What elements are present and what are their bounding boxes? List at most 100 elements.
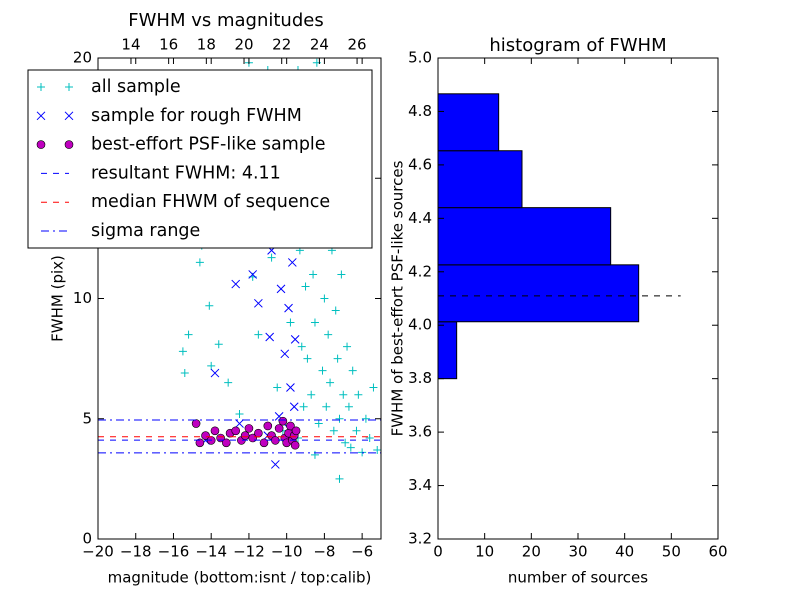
bar bbox=[438, 93, 500, 152]
point bbox=[235, 409, 244, 418]
x-tick-label: 10 bbox=[475, 543, 494, 561]
y-tick-label: 3.8 bbox=[408, 369, 432, 387]
point bbox=[343, 342, 352, 351]
point bbox=[191, 419, 201, 428]
x-tick-label: −8 bbox=[313, 543, 335, 561]
legend-box bbox=[27, 69, 373, 249]
y-tick-label: 5.0 bbox=[408, 49, 432, 67]
point bbox=[310, 318, 319, 327]
point bbox=[235, 419, 244, 428]
point bbox=[320, 294, 329, 303]
point bbox=[307, 390, 316, 399]
x-tick-label: 50 bbox=[662, 543, 681, 561]
point bbox=[221, 438, 231, 448]
point bbox=[263, 421, 273, 431]
x2-tick-label: 24 bbox=[310, 36, 329, 54]
y-tick-label: 3.6 bbox=[408, 423, 432, 441]
legend-label: median FHWM of sequence bbox=[91, 192, 330, 212]
x-tick-label: 20 bbox=[522, 543, 541, 561]
y-tick-label: 4.6 bbox=[408, 155, 432, 173]
point bbox=[195, 438, 205, 448]
point bbox=[346, 443, 355, 452]
point bbox=[231, 279, 241, 289]
point bbox=[352, 426, 361, 435]
y-tick-label: 3.4 bbox=[408, 476, 432, 494]
point bbox=[348, 366, 357, 375]
x-tick-label: 30 bbox=[568, 543, 587, 561]
y-tick-label: 4.2 bbox=[408, 262, 432, 280]
point bbox=[310, 450, 319, 459]
y-tick-label: 0 bbox=[82, 530, 92, 548]
bar bbox=[438, 150, 523, 209]
point bbox=[280, 349, 290, 359]
point bbox=[64, 140, 74, 149]
x2-tick-label: 16 bbox=[159, 36, 178, 54]
chart-title: histogram of FWHM bbox=[489, 35, 666, 56]
point bbox=[297, 342, 306, 351]
x-tick-label: 40 bbox=[615, 543, 634, 561]
x-tick-label: 60 bbox=[708, 543, 727, 561]
x-tick-label: −10 bbox=[271, 543, 303, 561]
point bbox=[339, 390, 348, 399]
point bbox=[341, 438, 350, 447]
point bbox=[205, 301, 214, 310]
point bbox=[180, 369, 189, 378]
point bbox=[314, 419, 323, 428]
point bbox=[207, 361, 216, 370]
x-tick-label: −6 bbox=[351, 543, 373, 561]
point bbox=[331, 306, 340, 315]
x-tick-label: −12 bbox=[233, 543, 265, 561]
point bbox=[337, 270, 346, 279]
point bbox=[335, 474, 344, 483]
point bbox=[65, 83, 73, 91]
legend-label: sample for rough FWHM bbox=[91, 106, 302, 126]
y-tick-label: 4.0 bbox=[408, 316, 432, 334]
point bbox=[286, 318, 295, 327]
point bbox=[303, 354, 312, 363]
x-tick-label: −18 bbox=[120, 543, 152, 561]
point bbox=[37, 83, 45, 91]
left-plot: −20−18−16−14−12−10−8−605101520magnitude … bbox=[27, 10, 382, 587]
point bbox=[289, 402, 299, 412]
point bbox=[195, 258, 204, 267]
point bbox=[248, 270, 258, 279]
x-tick-label: −16 bbox=[158, 543, 190, 561]
x2-tick-label: 18 bbox=[197, 36, 216, 54]
point bbox=[274, 424, 284, 433]
point bbox=[365, 433, 374, 442]
point bbox=[326, 378, 335, 387]
point bbox=[64, 111, 74, 121]
point bbox=[290, 440, 300, 450]
x2-tick-label: 20 bbox=[234, 36, 253, 54]
legend-label: best-effort PSF-like sample bbox=[91, 135, 326, 155]
point bbox=[284, 303, 293, 313]
point bbox=[278, 416, 288, 426]
bar bbox=[438, 264, 640, 323]
point bbox=[214, 340, 223, 349]
x-tick-label: −20 bbox=[82, 543, 114, 561]
point bbox=[244, 424, 254, 433]
point bbox=[324, 330, 333, 339]
legend: all sample sample for rough FWHM best-effo… bbox=[27, 69, 373, 249]
point bbox=[301, 282, 310, 291]
legend-label: resultant FWHM: 4.11 bbox=[91, 163, 281, 183]
point bbox=[270, 460, 280, 469]
point bbox=[254, 330, 263, 339]
point bbox=[318, 366, 327, 375]
bar bbox=[438, 321, 458, 380]
point bbox=[286, 383, 295, 392]
point bbox=[36, 111, 46, 121]
point bbox=[178, 347, 187, 356]
y-axis-label: FWHM (pix) bbox=[49, 255, 67, 342]
point bbox=[309, 270, 318, 279]
point bbox=[210, 426, 220, 436]
legend-label: all sample bbox=[91, 77, 181, 97]
point bbox=[291, 426, 301, 436]
point bbox=[361, 414, 370, 423]
x-tick-label: 0 bbox=[433, 543, 443, 561]
point bbox=[267, 253, 276, 262]
plot-area bbox=[438, 93, 681, 380]
y-tick-label: 3.2 bbox=[408, 530, 432, 548]
point bbox=[265, 332, 275, 342]
